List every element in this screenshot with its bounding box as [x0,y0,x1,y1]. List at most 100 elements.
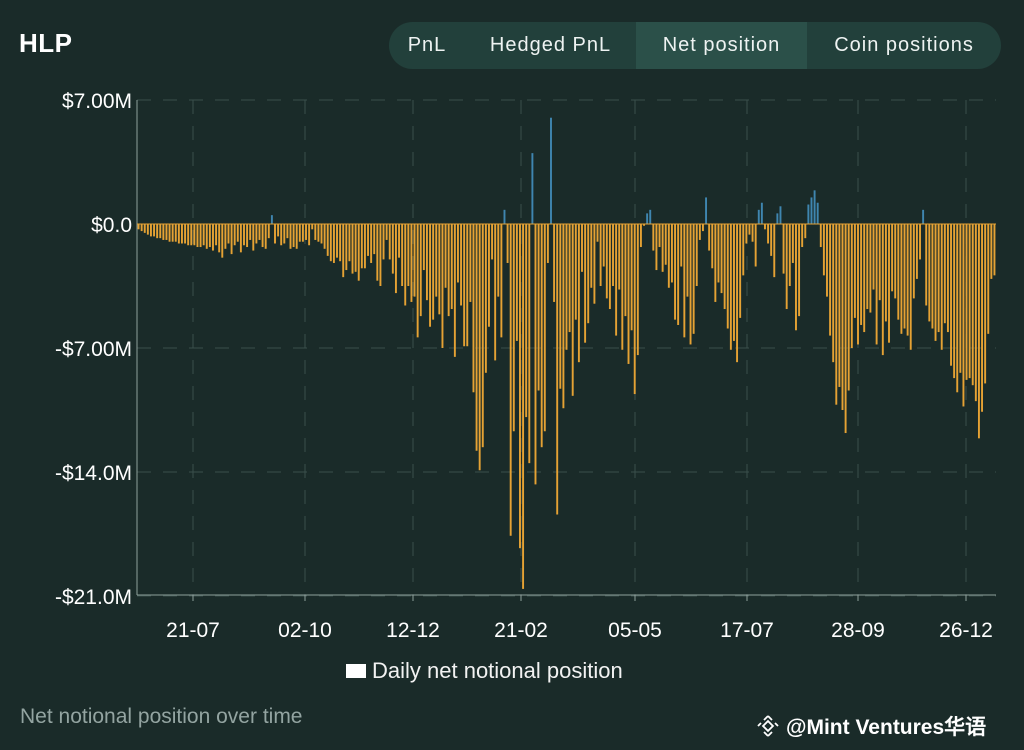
bar[interactable] [190,224,193,246]
bar[interactable] [968,224,971,379]
bar[interactable] [277,224,280,237]
bar[interactable] [925,224,928,306]
bar[interactable] [633,224,636,395]
bar[interactable] [274,224,276,244]
bar[interactable] [615,224,618,336]
bar[interactable] [764,224,766,230]
bar[interactable] [488,224,490,327]
bar[interactable] [760,202,763,224]
bar[interactable] [143,224,146,233]
bar[interactable] [267,224,270,239]
bar[interactable] [723,224,726,310]
bar[interactable] [503,209,506,224]
bar[interactable] [506,224,509,263]
bar[interactable] [522,224,525,589]
bar[interactable] [292,224,295,248]
bar[interactable] [680,224,683,267]
bar[interactable] [884,224,887,322]
bar[interactable] [373,224,376,255]
bar[interactable] [875,224,878,345]
bar[interactable] [258,224,261,240]
bar[interactable] [550,117,552,224]
bar[interactable] [196,224,199,248]
bar[interactable] [847,224,850,391]
bar[interactable] [869,224,872,313]
bar[interactable] [987,224,990,334]
bar[interactable] [788,224,791,286]
bar[interactable] [757,209,760,224]
bar[interactable] [962,224,965,407]
bar[interactable] [915,224,918,279]
bar[interactable] [928,224,931,322]
bar[interactable] [363,224,366,269]
bar[interactable] [745,224,748,244]
bar[interactable] [813,190,816,224]
bar[interactable] [388,224,391,260]
bar[interactable] [512,224,515,432]
bar[interactable] [639,224,642,248]
bar[interactable] [534,224,537,485]
bar[interactable] [714,224,717,302]
bar[interactable] [391,224,394,274]
bar[interactable] [311,224,314,230]
bar[interactable] [593,224,596,304]
bar[interactable] [841,224,844,410]
bar[interactable] [959,224,962,373]
bar[interactable] [298,224,301,242]
bar[interactable] [900,224,903,334]
bar[interactable] [146,224,149,235]
bar[interactable] [168,224,171,242]
bar[interactable] [438,224,441,315]
bar[interactable] [838,224,841,387]
bar[interactable] [909,224,912,350]
bar[interactable] [912,224,915,299]
bar[interactable] [351,224,354,274]
bar[interactable] [940,224,943,350]
bar[interactable] [177,224,180,244]
bar[interactable] [283,224,286,244]
bar[interactable] [494,224,497,361]
bar[interactable] [850,224,853,348]
bar[interactable] [683,224,686,338]
bar[interactable] [323,224,326,249]
bar[interactable] [457,224,459,283]
chart-legend[interactable]: Daily net notional position [346,658,623,684]
bar[interactable] [974,224,977,402]
bar[interactable] [162,224,165,240]
bar[interactable] [708,224,711,251]
bar[interactable] [773,224,776,278]
bar[interactable] [993,224,996,276]
tab-pnl[interactable]: PnL [407,34,447,56]
bar[interactable] [559,224,562,389]
bar[interactable] [584,224,587,343]
bar[interactable] [221,224,224,258]
bar[interactable] [748,224,751,235]
bar[interactable] [649,209,652,224]
bar[interactable] [698,224,701,240]
bar[interactable] [546,224,549,263]
bar[interactable] [729,224,732,350]
bar[interactable] [881,224,884,356]
bar[interactable] [401,224,404,286]
tab-net-position[interactable]: Net position [636,22,807,69]
bar[interactable] [212,224,214,251]
bar[interactable] [398,224,400,258]
bar[interactable] [317,224,320,242]
bar[interactable] [754,224,757,267]
bar[interactable] [224,224,227,249]
tab-hedged-pnl[interactable]: Hedged PnL [489,34,612,56]
bar[interactable] [810,197,813,224]
bar[interactable] [726,224,729,329]
bar[interactable] [413,224,416,297]
bar[interactable] [463,224,466,347]
bar[interactable] [295,224,298,249]
bar[interactable] [568,224,571,333]
bar[interactable] [515,224,518,341]
bar[interactable] [410,224,413,302]
bar[interactable] [990,224,993,279]
bar[interactable] [320,224,323,244]
bar[interactable] [354,224,357,272]
bar[interactable] [469,224,472,302]
bar[interactable] [581,224,583,272]
bar[interactable] [832,224,835,363]
